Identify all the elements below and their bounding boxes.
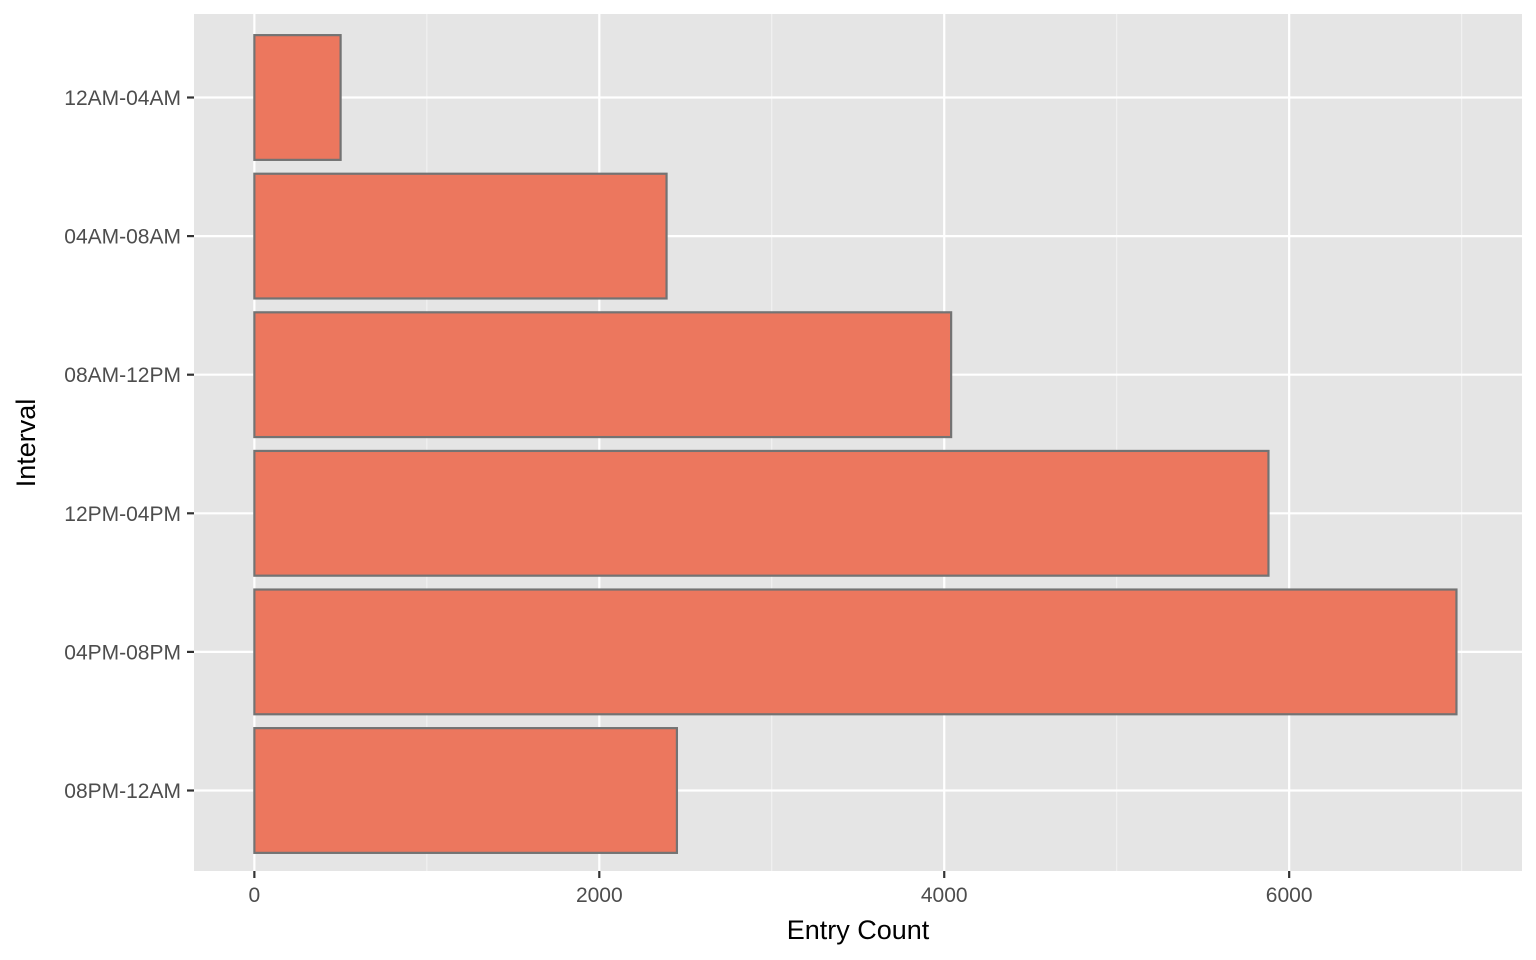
y-axis-title: Interval [11,399,41,488]
bar-12AM-04AM [253,34,342,161]
y-tick-label: 08PM-12AM [64,780,181,803]
x-tick-label: 4000 [921,884,968,907]
y-tick-label: 04AM-08AM [64,226,181,249]
y-tick-label: 08AM-12PM [64,364,181,387]
bars [253,34,1458,854]
x-axis: 0 2000 4000 6000 [249,871,1313,907]
y-axis: 12AM-04AM 04AM-08AM 08AM-12PM 12PM-04PM 04PM… [64,87,194,803]
x-tick-label: 0 [249,884,261,907]
x-axis-title: Entry Count [787,915,930,945]
bar-04PM-08PM [253,588,1458,716]
bar-12PM-04PM [253,449,1270,577]
bar-04AM-08AM [253,172,668,300]
x-tick-label: 2000 [576,884,623,907]
bar-08PM-12AM [253,727,679,854]
x-tick-label: 6000 [1266,884,1313,907]
y-tick-label: 12AM-04AM [64,87,181,110]
bar-08AM-12PM [253,311,953,439]
y-tick-label: 04PM-08PM [64,641,181,664]
y-tick-label: 12PM-04PM [64,503,181,526]
